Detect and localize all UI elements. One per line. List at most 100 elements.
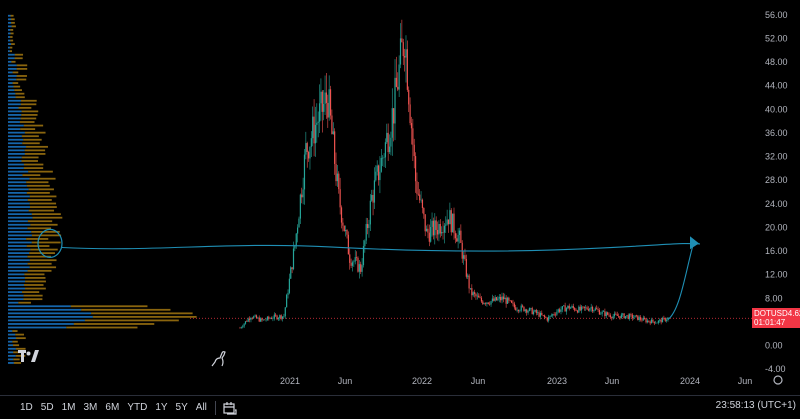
candle [529,308,530,311]
volume-bar [8,302,18,304]
volume-bar [8,337,16,339]
candle [556,312,557,315]
candle [479,297,480,298]
candle [276,316,277,320]
range-button-3m[interactable]: 3M [80,402,102,413]
candle [574,308,575,310]
volume-bar [8,210,29,212]
calendar-icon[interactable] [222,400,238,416]
volume-bar [8,89,14,91]
chart-area[interactable]: 56.00 52.00 48.00 44.00 40.00 36.00 32.00 28.00… [0,0,800,395]
candle [527,311,528,313]
volume-bar [8,203,30,205]
candle [377,165,378,171]
candle [538,312,539,316]
candle [445,225,446,226]
volume-bar [8,125,24,127]
volume-bar [8,192,27,194]
date-range-buttons: 1D 5D 1M 3M 6M YTD 1Y 5Y All [0,402,211,413]
volume-bar [8,121,20,123]
candle [366,224,367,241]
candle [298,219,299,228]
range-button-1y[interactable]: 1Y [151,402,171,413]
candle [253,316,254,318]
candle [250,318,251,320]
candle [282,316,283,318]
candle [651,320,652,324]
tradingview-logo[interactable] [18,350,40,369]
range-button-ytd[interactable]: YTD [123,402,151,413]
candle [444,226,445,233]
candle [278,318,279,319]
volume-bar [8,139,23,141]
candle [286,295,287,307]
volume-bar [14,89,22,91]
candle [283,316,284,317]
volume-bar [81,309,170,311]
candle [645,319,646,322]
candle [408,90,409,105]
volume-bar [10,50,12,52]
candle [607,312,608,314]
candle [267,317,268,320]
candle [323,104,324,112]
candle [425,214,426,231]
candle [532,308,533,314]
candle [467,276,468,277]
volume-bar [8,96,16,98]
candle [411,123,412,128]
candle [650,322,651,324]
candle [378,165,379,180]
range-button-1m[interactable]: 1M [58,402,80,413]
candle [515,307,516,310]
volume-bar [15,54,23,56]
volume-bar [30,266,56,268]
volume-bar [15,334,24,336]
candle [615,314,616,315]
range-button-1d[interactable]: 1D [16,402,37,413]
candle [597,309,598,310]
candle [412,128,413,144]
candle [436,220,437,230]
volume-bar [8,288,25,290]
volume-bar [23,174,41,176]
volume-bar [8,295,24,297]
candle [353,262,354,263]
candle [503,297,504,300]
volume-bar [85,320,179,322]
candle [303,189,304,197]
candle [338,174,339,190]
candle [433,221,434,236]
range-button-6m[interactable]: 6M [101,402,123,413]
range-button-all[interactable]: All [192,402,211,413]
range-button-5d[interactable]: 5D [37,402,58,413]
volume-bar [29,188,54,190]
volume-bar [16,96,25,98]
volume-bar [8,330,12,332]
range-button-5y[interactable]: 5Y [172,402,192,413]
volume-bar [17,68,28,70]
y-tick-label: 0.00 [765,341,783,351]
volume-bar [18,302,31,304]
volume-bar [8,298,23,300]
candle [581,307,582,311]
candle [246,321,247,322]
candle [560,310,561,312]
volume-bar [26,181,48,183]
clock[interactable]: 23:58:13 (UTC+1) [716,400,796,411]
candle [324,93,325,105]
candle [296,234,297,246]
candle [305,143,306,155]
volume-bar [8,178,29,180]
volume-bar [8,107,18,109]
volume-bar [8,82,13,84]
candle [268,317,269,319]
candle [488,303,489,304]
volume-bar [22,157,39,159]
candle [403,42,404,56]
candle [245,321,246,324]
volume-bar [8,238,26,240]
candle [508,298,509,301]
candle [544,315,545,317]
settings-gear-icon[interactable] [774,376,782,384]
